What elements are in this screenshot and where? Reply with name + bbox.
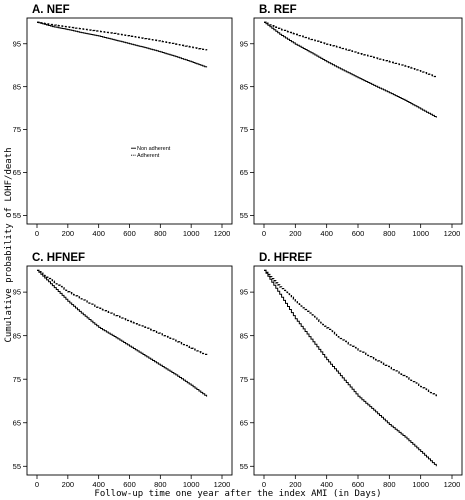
x-tick-label: 600 (352, 229, 365, 238)
y-tick-label: 65 (13, 168, 21, 177)
x-tick-label: 1200 (444, 229, 461, 238)
y-tick-label: 85 (13, 331, 21, 340)
y-tick-label: 65 (13, 418, 21, 427)
x-tick-label: 600 (123, 229, 136, 238)
series-line-adherent (264, 21, 437, 78)
x-tick-label: 800 (154, 229, 167, 238)
plot-frame (253, 265, 463, 476)
x-tick-label: 400 (320, 229, 333, 238)
x-tick-label: 1000 (412, 229, 429, 238)
x-tick-label: 200 (289, 229, 302, 238)
plot-frame (26, 265, 233, 476)
y-tick-label: 75 (13, 125, 21, 134)
y-tick-label: 95 (13, 288, 21, 297)
y-tick-label: 55 (240, 462, 248, 471)
x-tick-label: 600 (352, 480, 365, 489)
panel-title: D. HFREF (259, 252, 312, 264)
x-tick-label: 800 (383, 229, 396, 238)
series-line-non-adherent (264, 21, 437, 118)
x-tick-label: 1200 (214, 229, 231, 238)
x-tick-label: 200 (62, 480, 75, 489)
y-tick-label: 85 (240, 331, 248, 340)
legend-entry: Non adherent (137, 146, 171, 152)
panel-title: C. HFNEF (32, 252, 85, 264)
x-tick-label: 0 (35, 480, 39, 489)
x-tick-label: 0 (262, 480, 266, 489)
series-line-non-adherent (37, 21, 208, 68)
y-tick-label: 55 (13, 462, 21, 471)
x-tick-label: 200 (62, 229, 75, 238)
y-tick-label: 85 (240, 82, 248, 91)
panel-title: A. NEF (32, 4, 70, 16)
series-line-non-adherent (37, 269, 208, 397)
plot-frame (253, 17, 463, 225)
x-tick-label: 200 (289, 480, 302, 489)
x-tick-label: 1000 (412, 480, 429, 489)
panel-title: B. REF (259, 4, 297, 16)
x-tick-label: 400 (320, 480, 333, 489)
x-tick-label: 800 (154, 480, 167, 489)
y-tick-label: 95 (13, 39, 21, 48)
x-tick-label: 1200 (214, 480, 231, 489)
series-line-adherent (37, 269, 208, 356)
y-tick-label: 85 (13, 82, 21, 91)
panel-3: D. HFREF 0 200 400 600 800 1000 1200 55 65 75 85 95 (240, 252, 463, 489)
y-tick-label: 95 (240, 39, 248, 48)
y-tick-label: 95 (240, 288, 248, 297)
y-tick-label: 65 (240, 418, 248, 427)
x-tick-label: 0 (262, 229, 266, 238)
x-tick-label: 400 (92, 229, 105, 238)
x-tick-label: 600 (123, 480, 136, 489)
panel-1: B. REF 0 200 400 600 800 1000 1200 55 65 75 85 95 (240, 4, 463, 238)
x-tick-label: 400 (92, 480, 105, 489)
x-tick-label: 1000 (183, 480, 200, 489)
x-tick-label: 1000 (183, 229, 200, 238)
y-tick-label: 75 (240, 375, 248, 384)
y-tick-label: 65 (240, 168, 248, 177)
series-line-non-adherent (264, 269, 437, 467)
legend-entry: Adherent (137, 153, 160, 159)
x-tick-label: 0 (35, 229, 39, 238)
x-tick-label: 800 (383, 480, 396, 489)
y-tick-label: 75 (240, 125, 248, 134)
x-axis-title: Follow-up time one year after the index … (94, 489, 381, 499)
y-tick-label: 55 (240, 211, 248, 220)
panel-2: C. HFNEF 0 200 400 600 800 1000 1200 55 65 75 85 95 (13, 252, 233, 489)
series-line-adherent (37, 21, 208, 51)
series-line-adherent (264, 269, 437, 397)
panels: A. NEF 0 200 400 600 800 1000 1200 55 65 75 85 95 Non… (13, 4, 463, 489)
y-tick-label: 75 (13, 375, 21, 384)
panel-0: A. NEF 0 200 400 600 800 1000 1200 55 65 75 85 95 Non… (13, 4, 233, 238)
y-axis-title: Cumulative probability of LOHF/death (4, 147, 14, 342)
x-tick-label: 1200 (444, 480, 461, 489)
y-tick-label: 55 (13, 211, 21, 220)
plot-frame (26, 17, 233, 225)
